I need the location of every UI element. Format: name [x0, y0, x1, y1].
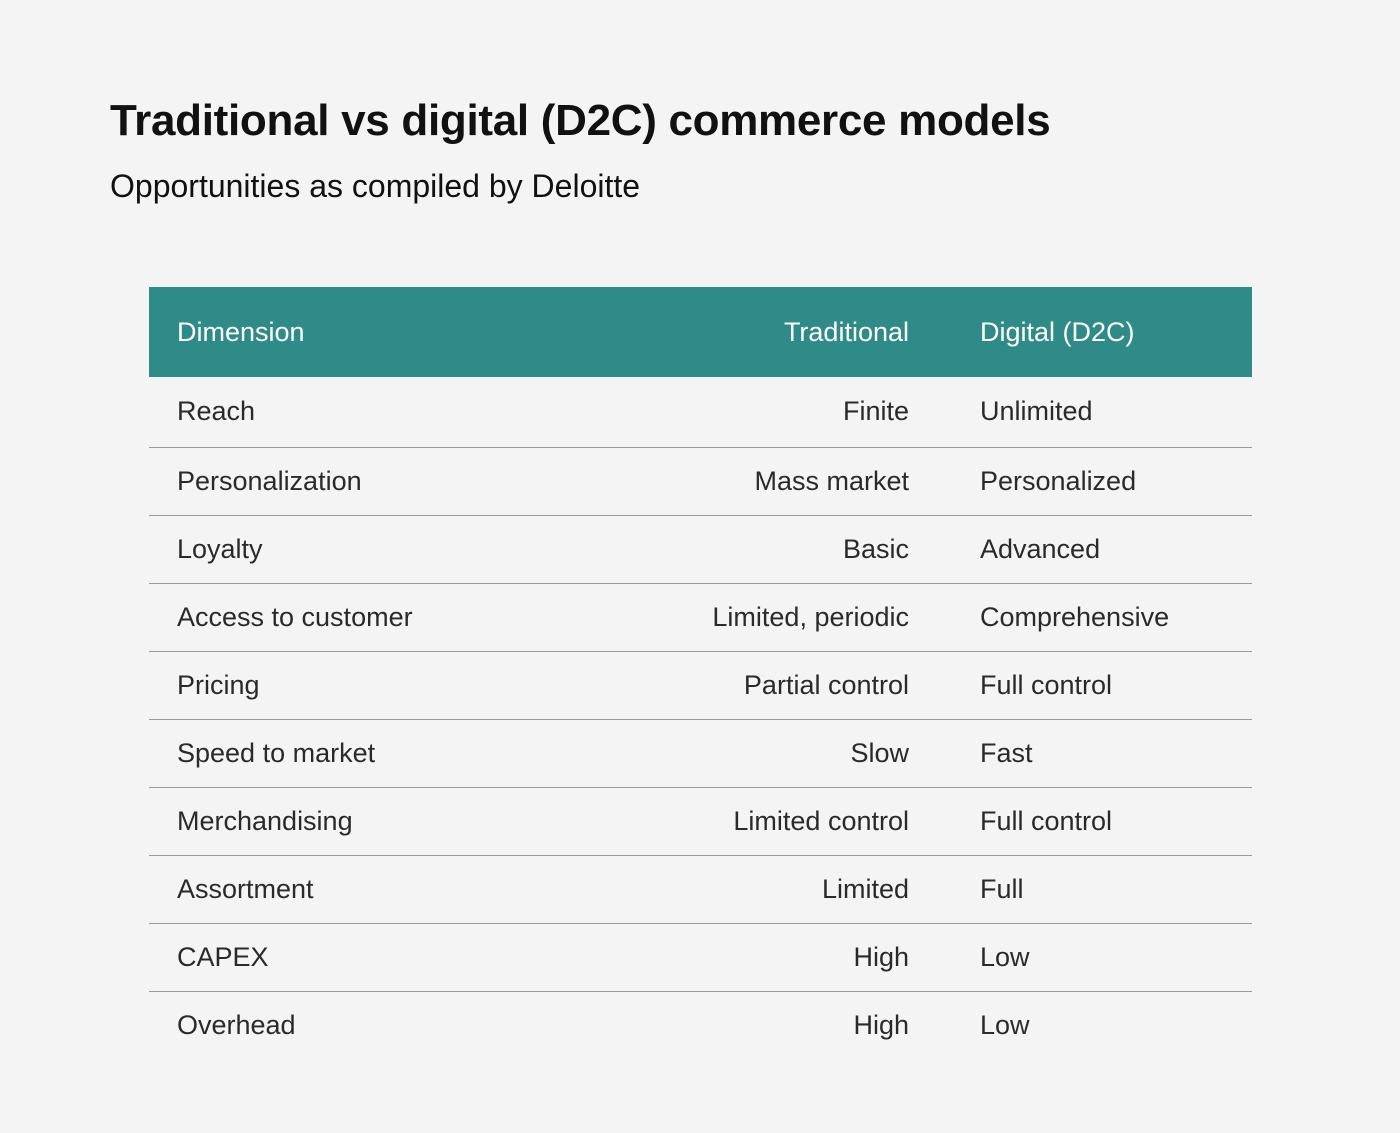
cell-dimension: Merchandising [177, 805, 353, 836]
cell-traditional: Mass market [754, 465, 909, 496]
cell-spacer [909, 719, 980, 787]
cell-spacer [909, 515, 980, 583]
cell-dimension: Reach [177, 396, 256, 427]
comparison-table-container: Dimension Traditional Digital (D2C) Reac… [149, 287, 1252, 1059]
table-row: Speed to market Slow Fast [149, 719, 1252, 787]
chart-subtitle: Opportunities as compiled by Deloitte [110, 168, 641, 204]
header-spacer [909, 287, 980, 377]
cell-digital: Fast [980, 737, 1033, 768]
table-body: Reach Finite Unlimited Personalization Mass … [149, 377, 1252, 1059]
table-row: CAPEX High Low [149, 923, 1252, 991]
cell-dimension: Access to customer [177, 601, 413, 632]
cell-dimension: Speed to market [177, 737, 376, 768]
cell-traditional: Limited control [733, 805, 909, 836]
cell-traditional: Finite [842, 396, 909, 427]
table-row: Personalization Mass market Personalized [149, 447, 1252, 515]
cell-traditional: High [853, 941, 909, 972]
cell-dimension: Overhead [177, 1009, 296, 1040]
table-row: Overhead High Low [149, 991, 1252, 1059]
cell-digital: Full control [980, 805, 1113, 836]
table-header-row: Dimension Traditional Digital (D2C) [149, 287, 1252, 377]
cell-dimension: Assortment [177, 873, 314, 904]
cell-digital: Full [980, 873, 1024, 904]
cell-digital: Low [980, 941, 1030, 972]
table-row: Assortment Limited Full [149, 855, 1252, 923]
cell-traditional: Limited, periodic [712, 601, 909, 632]
cell-spacer [909, 923, 980, 991]
cell-digital: Unlimited [980, 396, 1093, 427]
cell-spacer [909, 447, 980, 515]
table-row: Merchandising Limited control Full control [149, 787, 1252, 855]
cell-digital: Low [980, 1009, 1030, 1040]
table-row: Reach Finite Unlimited [149, 377, 1252, 447]
cell-dimension: Pricing [177, 669, 260, 700]
cell-dimension: Personalization [177, 465, 362, 496]
cell-spacer [909, 651, 980, 719]
table-row: Access to customer Limited, periodic Compr… [149, 583, 1252, 651]
cell-traditional: High [853, 1009, 909, 1040]
cell-traditional: Partial control [743, 669, 909, 700]
header-traditional: Traditional [783, 316, 909, 347]
cell-traditional: Limited [821, 873, 909, 904]
comparison-table: Dimension Traditional Digital (D2C) Reac… [149, 287, 1252, 1059]
cell-spacer [909, 583, 980, 651]
cell-dimension: CAPEX [177, 941, 269, 972]
cell-spacer [909, 377, 980, 447]
cell-spacer [909, 991, 980, 1059]
cell-dimension: Loyalty [177, 533, 263, 564]
cell-traditional: Slow [850, 737, 909, 768]
cell-digital: Advanced [980, 533, 1101, 564]
cell-spacer [909, 787, 980, 855]
chart-title: Traditional vs digital (D2C) commerce mo… [110, 96, 1051, 145]
header-dimension: Dimension [177, 316, 305, 347]
table-row: Pricing Partial control Full control [149, 651, 1252, 719]
cell-traditional: Basic [842, 533, 909, 564]
cell-spacer [909, 855, 980, 923]
table-header: Dimension Traditional Digital (D2C) [149, 287, 1252, 377]
table-row: Loyalty Basic Advanced [149, 515, 1252, 583]
cell-digital: Personalized [980, 465, 1137, 496]
cell-digital: Full control [980, 669, 1113, 700]
header-digital: Digital (D2C) [980, 316, 1135, 347]
cell-digital: Comprehensive [980, 601, 1170, 632]
